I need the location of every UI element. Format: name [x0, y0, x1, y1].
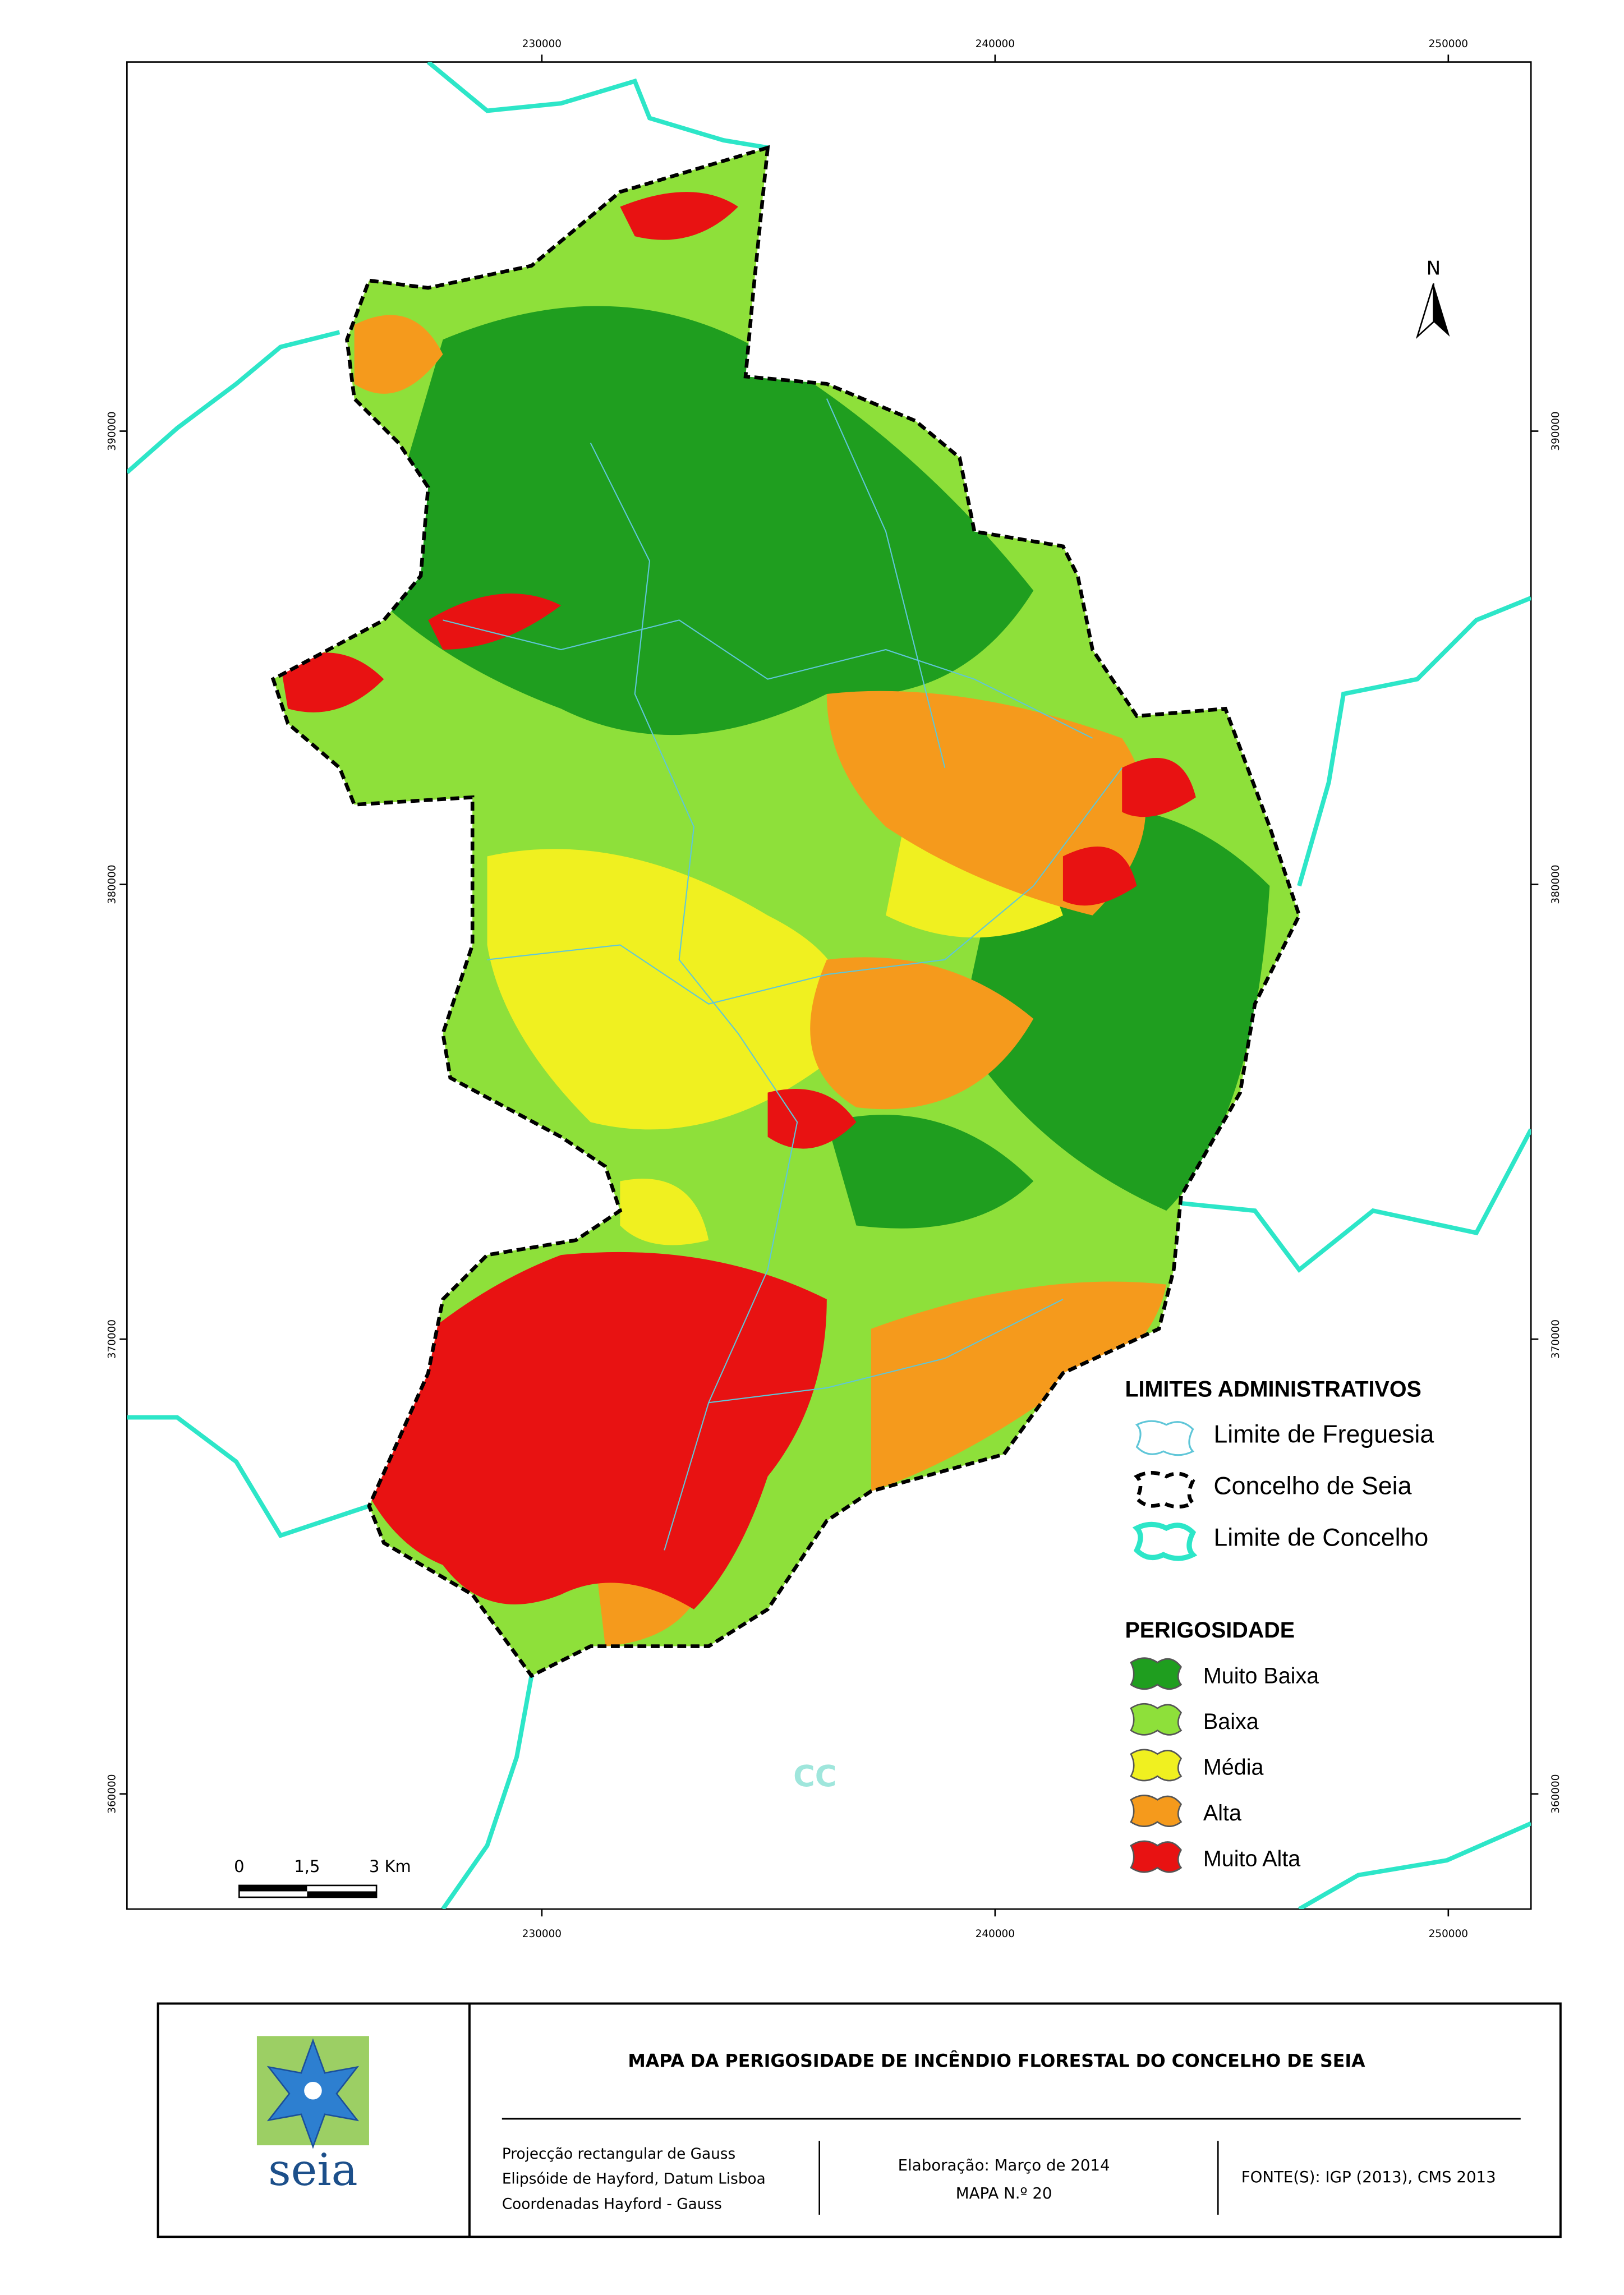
legend-title: PERIGOSIDADE: [1125, 1618, 1295, 1643]
legend: LIMITES ADMINISTRATIVOS Limite de Fregue…: [1125, 1377, 1434, 1873]
freguesia-limits: [443, 398, 1123, 1551]
legend-swatch: [1130, 1795, 1183, 1827]
concelho-limits: [127, 62, 1531, 1910]
x-tick-label: 250000: [1429, 1928, 1468, 1940]
x-tick-label: 240000: [976, 1928, 1015, 1940]
legend-item: Limite de Freguesia: [1213, 1420, 1434, 1448]
y-tick-label: 390000: [1550, 411, 1562, 450]
hazard-patch: [354, 315, 1167, 1646]
north-arrow: N: [1415, 257, 1450, 339]
sources: FONTE(S): IGP (2013), CMS 2013: [1241, 2168, 1496, 2186]
date: Elaboração: Março de 2014: [898, 2156, 1110, 2174]
y-tick-label: 370000: [106, 1319, 118, 1359]
scale-label: 1,5: [294, 1857, 320, 1876]
hazard-patch: [369, 306, 1270, 1229]
legend-item: Média: [1203, 1755, 1264, 1780]
projection-line: Projecção rectangular de Gauss: [502, 2146, 735, 2163]
x-tick-label: 250000: [1429, 38, 1468, 50]
y-tick-label: 380000: [1550, 864, 1562, 904]
north-label: N: [1427, 257, 1441, 280]
scale-label: 0: [234, 1857, 244, 1876]
neighbour-label: CC: [793, 1760, 836, 1794]
projection-line: Coordenadas Hayford - Gauss: [502, 2196, 722, 2213]
legend-swatch: [1130, 1703, 1183, 1736]
map-number: MAPA N.º 20: [956, 2184, 1052, 2202]
legend-item: Limite de Concelho: [1213, 1524, 1428, 1552]
hazard-patch: [487, 767, 1063, 1245]
legend-swatch: [1130, 1657, 1183, 1690]
legend-title: LIMITES ADMINISTRATIVOS: [1125, 1377, 1421, 1402]
x-tick-label: 240000: [976, 38, 1015, 50]
legend-item: Muito Baixa: [1203, 1663, 1319, 1688]
y-tick-label: 360000: [1550, 1774, 1562, 1814]
y-tick-label: 380000: [106, 864, 118, 904]
y-tick-label: 370000: [1550, 1319, 1562, 1359]
x-tick-label: 230000: [522, 38, 562, 50]
x-tick-label: 230000: [522, 1928, 562, 1940]
y-tick-label: 360000: [106, 1774, 118, 1814]
seia-boundary: [270, 145, 1301, 1678]
legend-swatch: [1130, 1749, 1183, 1782]
title-block: seia MAPA DA PERIGOSIDADE DE INCÊNDIO FL…: [157, 2002, 1562, 2238]
legend-item: Muito Alta: [1203, 1847, 1300, 1871]
y-tick-label: 390000: [106, 411, 118, 450]
scale-label: 3 Km: [369, 1857, 411, 1876]
map-title: MAPA DA PERIGOSIDADE DE INCÊNDIO FLOREST…: [628, 2050, 1365, 2072]
legend-swatch: [1130, 1840, 1183, 1873]
projection-line: Elipsóide de Hayford, Datum Lisboa: [502, 2171, 766, 2188]
legend-item: Concelho de Seia: [1213, 1471, 1411, 1500]
scale-bar: 0 1,5 3 Km: [234, 1857, 411, 1898]
legend-item: Baixa: [1203, 1709, 1259, 1734]
legend-item: Alta: [1203, 1801, 1241, 1825]
logo-text: seia: [268, 2144, 358, 2196]
